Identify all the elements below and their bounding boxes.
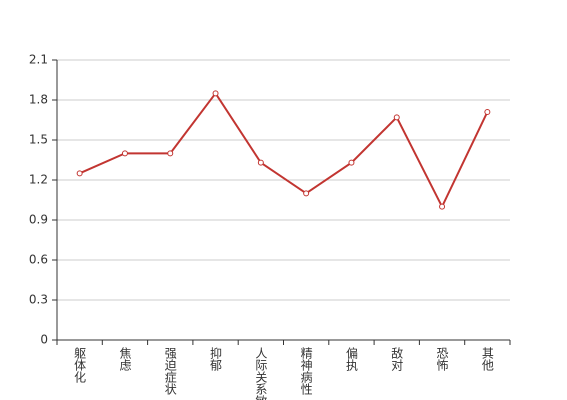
y-tick-label: 0.3 <box>29 293 48 307</box>
x-tick-label: 强迫症状 <box>163 347 177 395</box>
y-tick-label: 2.1 <box>29 53 48 67</box>
y-tick-label: 0.9 <box>29 213 48 227</box>
x-tick-label: 敌对 <box>390 346 404 371</box>
y-tick-label: 0.6 <box>29 253 48 267</box>
point <box>167 150 174 157</box>
y-tick-label: 1.2 <box>29 173 48 187</box>
x-tick-label: 焦虑 <box>118 347 132 371</box>
y-tick-label: 1.5 <box>29 133 48 147</box>
x-tick-label: 人际关系敏感 <box>254 347 268 400</box>
x-tick-label: 恐怖 <box>435 347 449 371</box>
point <box>348 159 355 166</box>
y-tick-label: 1.8 <box>29 93 48 107</box>
x-tick-label: 躯体化 <box>73 346 87 384</box>
x-tick-label: 其他 <box>480 347 494 371</box>
x-tick-label: 抑郁 <box>209 346 223 372</box>
line <box>79 91 489 209</box>
point <box>393 114 400 121</box>
point <box>212 90 219 97</box>
point <box>76 170 83 177</box>
point <box>257 159 264 166</box>
point <box>484 109 491 115</box>
y-tick-label: 0 <box>40 333 48 347</box>
point <box>121 150 128 157</box>
point <box>303 190 310 197</box>
x-tick-label: 偏执 <box>344 346 358 372</box>
point <box>439 203 446 210</box>
x-tick-label: 精神病性 <box>299 347 313 396</box>
